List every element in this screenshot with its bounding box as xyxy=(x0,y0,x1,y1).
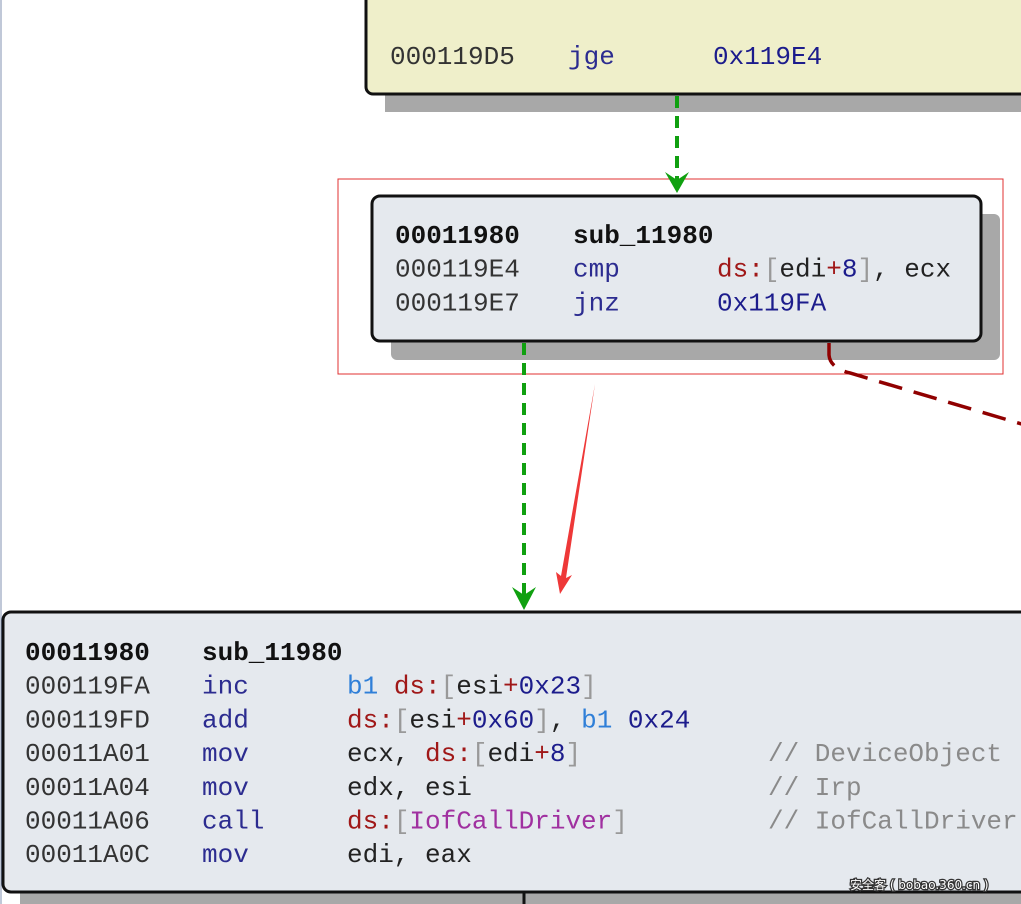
mnemonic: mov xyxy=(202,840,249,870)
function-name: sub_11980 xyxy=(202,638,342,668)
operands: edi, eax xyxy=(347,840,472,870)
operands: edx, esi xyxy=(347,773,472,803)
address: 00011A0C xyxy=(25,840,150,870)
operand-token: 8 xyxy=(550,739,566,769)
comment: // Irp xyxy=(768,773,862,803)
operands: ds:[edi+8], ecx xyxy=(717,255,951,285)
operand-token: ds: xyxy=(347,807,394,837)
operand-token: [ xyxy=(441,672,457,702)
operand-token: [ xyxy=(394,705,410,735)
operand-token: ecx, xyxy=(347,739,425,769)
operand-token: ] xyxy=(534,705,550,735)
operand-token: + xyxy=(503,672,519,702)
operands: 0x119FA xyxy=(717,288,827,318)
operand-token: + xyxy=(456,705,472,735)
operand-token: 0x24 xyxy=(628,705,690,735)
address: 00011A01 xyxy=(25,739,150,769)
operand-token: [ xyxy=(394,807,410,837)
operand-token: [ xyxy=(764,255,780,285)
comment: // DeviceObject xyxy=(768,739,1002,769)
edge xyxy=(827,343,1021,426)
operand-token: ds: xyxy=(425,739,472,769)
operands: b1 ds:[esi+0x23] xyxy=(347,672,597,702)
operand-token: b1 xyxy=(581,705,628,735)
mnemonic: inc xyxy=(202,672,249,702)
address: 000119FD xyxy=(25,705,150,735)
mnemonic: add xyxy=(202,705,249,735)
operand-token: ds: xyxy=(717,255,764,285)
operand-token: 0x119FA xyxy=(717,288,827,318)
operand-token: b1 xyxy=(347,672,394,702)
operand-token: 0x23 xyxy=(519,672,581,702)
mnemonic: mov xyxy=(202,773,249,803)
function-name: sub_11980 xyxy=(573,221,713,251)
address: 000119E4 xyxy=(395,255,520,285)
address: 000119FA xyxy=(25,672,150,702)
block-address: 00011980 xyxy=(395,221,520,251)
address: 00011A04 xyxy=(25,773,150,803)
operand-token: IofCallDriver xyxy=(409,807,612,837)
operand-token: ] xyxy=(565,739,581,769)
annotation-arrow xyxy=(556,384,595,594)
address: 000119E7 xyxy=(395,288,520,318)
operands: 0x119E4 xyxy=(713,42,822,72)
operand-token: esi xyxy=(409,705,456,735)
operand-token: 0x119E4 xyxy=(713,42,822,72)
operand-token: , xyxy=(550,705,581,735)
mnemonic: cmp xyxy=(573,255,620,285)
operand-token: ds: xyxy=(394,672,441,702)
address: 00011A06 xyxy=(25,807,150,837)
code-block xyxy=(364,0,1021,96)
operand-token: 8 xyxy=(842,255,858,285)
operands: ds:[esi+0x60], b1 0x24 xyxy=(347,705,690,735)
address: 000119D5 xyxy=(390,42,515,72)
mnemonic: mov xyxy=(202,739,249,769)
operands: ds:[IofCallDriver] xyxy=(347,807,628,837)
operand-token: esi xyxy=(456,672,503,702)
operand-token: + xyxy=(826,255,842,285)
arrowhead xyxy=(512,587,536,610)
operand-token: edi, eax xyxy=(347,840,472,870)
mnemonic: call xyxy=(202,807,264,837)
comment: // IofCallDriver xyxy=(768,807,1018,837)
operand-token: ] xyxy=(581,672,597,702)
operand-token: ds: xyxy=(347,705,394,735)
operand-token: edi xyxy=(779,255,826,285)
operand-token: ] xyxy=(612,807,628,837)
mnemonic: jge xyxy=(568,42,615,72)
operand-token: 0x60 xyxy=(472,705,534,735)
operands: ecx, ds:[edi+8] xyxy=(347,739,581,769)
arrowhead xyxy=(665,172,689,193)
operand-token: + xyxy=(534,739,550,769)
code-block xyxy=(370,194,983,343)
mnemonic: jnz xyxy=(573,288,620,318)
operand-token: edi xyxy=(487,739,534,769)
operand-token: edx, esi xyxy=(347,773,472,803)
watermark: 安全客 ( bobao.360.cn ) xyxy=(850,877,989,892)
code: 000119D5 jge 0x119E4 00011980 sub_11980 00011… xyxy=(25,42,1018,870)
operand-token: , ecx xyxy=(873,255,951,285)
operand-token: ] xyxy=(857,255,873,285)
block-address: 00011980 xyxy=(25,638,150,668)
operand-token: [ xyxy=(472,739,488,769)
